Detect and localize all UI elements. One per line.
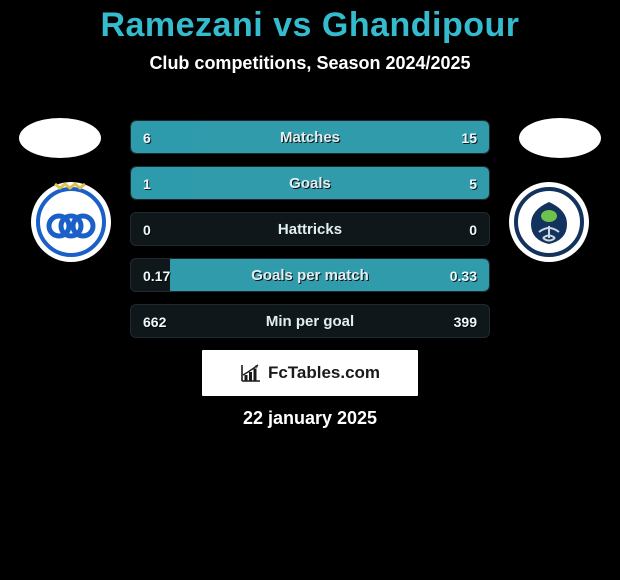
page-subtitle: Club competitions, Season 2024/2025 xyxy=(0,53,620,74)
bar-value-left: 0.17 xyxy=(143,259,170,292)
bar-value-right: 399 xyxy=(454,305,477,338)
comparison-bar-min-per-goal: Min per goal662 399 xyxy=(130,304,490,338)
bar-value-right: 0.33 xyxy=(450,259,477,292)
chart-icon xyxy=(240,363,262,383)
bar-label: Goals xyxy=(131,167,489,200)
bar-label: Hattricks xyxy=(131,213,489,246)
bar-value-left: 662 xyxy=(143,305,166,338)
page-title: Ramezani vs Ghandipour xyxy=(0,0,620,45)
player-right-crest xyxy=(499,178,599,262)
badge-text: FcTables.com xyxy=(268,363,380,383)
comparison-bar-goals-per-match: Goals per match0.17 0.33 xyxy=(130,258,490,292)
bar-label: Matches xyxy=(131,121,489,154)
fctables-badge: FcTables.com xyxy=(202,350,418,396)
bar-value-left: 1 xyxy=(143,167,151,200)
date-label: 22 january 2025 xyxy=(0,408,620,429)
bar-label: Goals per match xyxy=(131,259,489,292)
bar-value-left: 0 xyxy=(143,213,151,246)
comparison-bar-hattricks: Hattricks0 0 xyxy=(130,212,490,246)
bar-label: Min per goal xyxy=(131,305,489,338)
player-left-avatar xyxy=(19,118,101,158)
bar-value-right: 5 xyxy=(469,167,477,200)
comparison-bar-matches: Matches6 15 xyxy=(130,120,490,154)
player-left-crest xyxy=(21,178,121,262)
comparison-bars: Matches615Goals15Hattricks00Goals per ma… xyxy=(130,120,490,350)
comparison-bar-goals: Goals1 5 xyxy=(130,166,490,200)
bar-value-right: 15 xyxy=(461,121,477,154)
player-right-avatar xyxy=(519,118,601,158)
bar-value-right: 0 xyxy=(469,213,477,246)
bar-value-left: 6 xyxy=(143,121,151,154)
